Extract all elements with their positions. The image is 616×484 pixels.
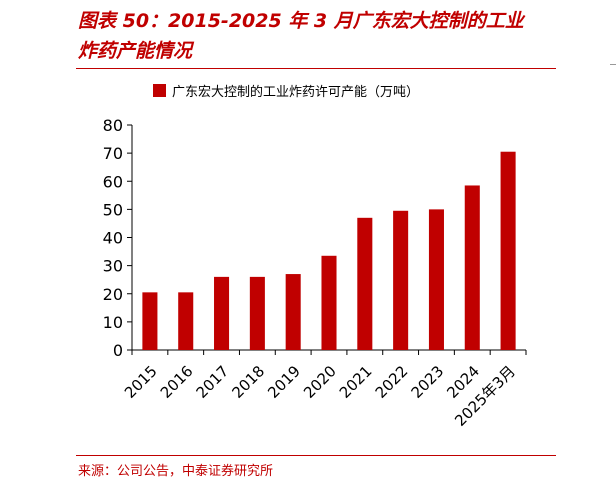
bar xyxy=(428,209,444,350)
y-tick-label: 50 xyxy=(103,200,123,219)
bar xyxy=(285,274,301,350)
x-tick-label: 2023 xyxy=(408,362,448,402)
bar xyxy=(357,217,373,350)
bar xyxy=(214,276,230,350)
x-tick-label: 2022 xyxy=(372,362,412,402)
chart-legend: 广东宏大控制的工业炸药许可产能（万吨） xyxy=(153,84,419,100)
y-tick-label: 10 xyxy=(103,313,123,332)
bar xyxy=(464,185,480,350)
figure-title-line1: 图表 50：2015-2025 年 3 月广东宏大控制的工业 xyxy=(78,10,524,32)
x-tick-label: 2017 xyxy=(193,362,233,402)
y-tick-label: 70 xyxy=(103,144,123,163)
bar xyxy=(178,292,194,350)
x-tick-label: 2021 xyxy=(336,362,376,402)
bar xyxy=(142,292,158,350)
y-axis: 0 10 20 30 40 50 60 70 80 xyxy=(103,116,133,360)
bar-series xyxy=(142,151,516,350)
x-tick-label: 2019 xyxy=(264,362,304,402)
y-tick-label: 30 xyxy=(103,257,123,276)
legend-swatch xyxy=(153,84,166,97)
y-tick-label: 60 xyxy=(103,172,123,191)
x-tick-label: 2015 xyxy=(121,362,161,402)
adjacent-figure-edge xyxy=(610,64,616,65)
bar-chart: 广东宏大控制的工业炸药许可产能（万吨） 0 10 20 30 40 50 60 70 80 20… xyxy=(103,84,527,430)
x-tick-label: 2018 xyxy=(228,362,268,402)
x-axis: 2015201620172018201920202021202220232024… xyxy=(121,349,527,430)
y-tick-label: 20 xyxy=(103,285,123,304)
figure-title: 图表 50：2015-2025 年 3 月广东宏大控制的工业 炸药产能情况 xyxy=(78,6,558,66)
source-rule xyxy=(76,455,556,456)
y-tick-label: 40 xyxy=(103,229,123,248)
x-tick-label: 2016 xyxy=(157,362,197,402)
bar xyxy=(393,210,409,350)
x-tick-label: 2020 xyxy=(300,362,340,402)
bar xyxy=(321,255,337,350)
y-tick-label: 80 xyxy=(103,116,123,135)
legend-label: 广东宏大控制的工业炸药许可产能（万吨） xyxy=(172,84,419,100)
source-note: 来源：公司公告，中泰证券研究所 xyxy=(78,464,274,479)
y-tick-label: 0 xyxy=(113,341,123,360)
bar xyxy=(249,276,265,350)
title-rule xyxy=(76,68,556,69)
figure-title-line2: 炸药产能情况 xyxy=(78,40,193,62)
bar xyxy=(500,151,516,350)
